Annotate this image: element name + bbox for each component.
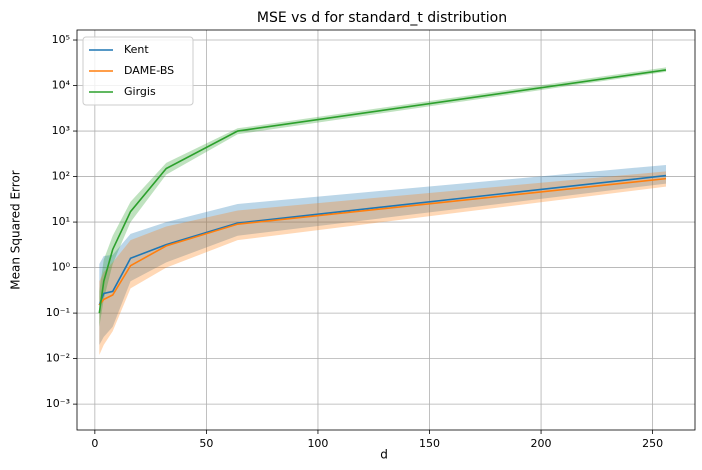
y-tick-label: 10¹ [52, 215, 70, 228]
x-tick-label: 100 [307, 437, 328, 450]
x-tick-label: 0 [91, 437, 98, 450]
legend-label: Girgis [124, 85, 156, 98]
x-tick-label: 200 [531, 437, 552, 450]
chart-title: MSE vs d for standard_t distribution [257, 10, 507, 26]
legend-label: DAME-BS [124, 64, 174, 77]
error-band [99, 171, 666, 356]
y-tick-label: 10⁴ [52, 79, 71, 92]
x-axis-label: d [380, 448, 388, 462]
plot [98, 67, 667, 356]
series-line [98, 177, 667, 306]
x-tick-label: 250 [642, 437, 663, 450]
y-tick-label: 10² [52, 170, 70, 183]
legend-label: Kent [124, 43, 149, 56]
x-tick-label: 50 [199, 437, 213, 450]
y-tick-label: 10⁻¹ [46, 306, 70, 319]
x-tick-label: 150 [419, 437, 440, 450]
y-tick-label: 10⁻³ [46, 397, 70, 410]
error-band [99, 67, 666, 327]
y-tick-label: 10⁰ [52, 261, 71, 274]
y-tick-label: 10⁻² [46, 352, 70, 365]
y-tick-label: 10³ [52, 124, 70, 137]
series-line [98, 69, 667, 314]
y-axis-label: Mean Squared Error [9, 170, 23, 290]
error-band [99, 164, 666, 345]
legend-box [82, 36, 194, 106]
series-line [98, 174, 667, 306]
plot-frame [76, 29, 696, 431]
y-tick-label: 10⁵ [52, 33, 70, 46]
